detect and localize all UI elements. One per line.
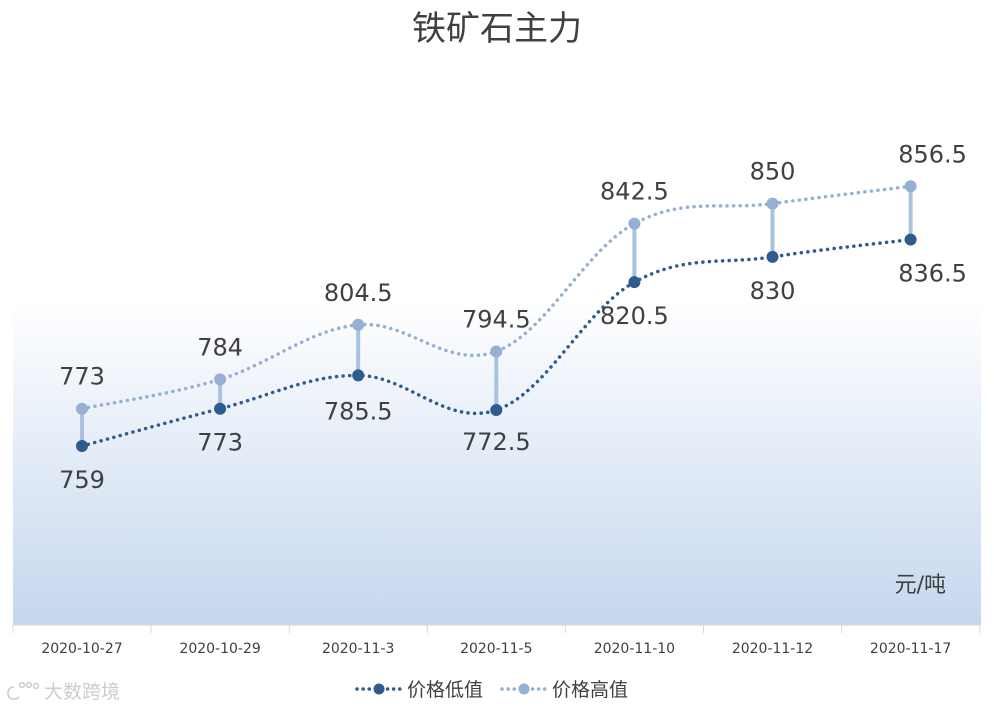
marker-low: [766, 250, 779, 263]
legend-item-low: 价格低值: [355, 679, 483, 701]
marker-high: [490, 345, 503, 358]
x-tick-label: 2020-11-3: [322, 641, 394, 657]
marker-high: [766, 197, 779, 210]
marker-high: [904, 180, 917, 193]
marker-low: [76, 440, 88, 452]
x-tick-label: 2020-11-12: [732, 641, 813, 657]
marker-high: [214, 373, 227, 386]
data-label-high: 856.5: [898, 140, 967, 168]
data-label-high: 850: [750, 158, 796, 186]
legend-high-marker: [518, 683, 530, 695]
data-label-low: 785.5: [324, 397, 393, 425]
watermark-logo-icon: [7, 681, 40, 700]
marker-low: [904, 233, 917, 246]
data-label-high: 804.5: [324, 279, 393, 307]
data-label-low: 759: [59, 466, 105, 494]
watermark: 大数跨境: [7, 681, 120, 703]
data-label-low: 772.5: [462, 428, 531, 456]
x-tick-label: 2020-11-17: [870, 641, 951, 657]
marker-low: [214, 402, 227, 415]
legend-high-label: 价格高值: [552, 679, 628, 701]
data-label-low: 773: [197, 429, 243, 457]
data-label-low: 836.5: [898, 260, 967, 288]
chart-title: 铁矿石主力: [412, 9, 582, 49]
x-tick-label: 2020-10-27: [41, 641, 122, 657]
marker-high: [76, 402, 88, 415]
legend-item-high: 价格高值: [500, 679, 628, 701]
marker-low: [628, 276, 641, 289]
watermark-text: 大数跨境: [44, 681, 120, 703]
high-low-lines: [80, 186, 913, 446]
marker-high: [628, 217, 641, 230]
data-label-high: 784: [197, 333, 243, 361]
marker-high: [352, 318, 365, 331]
data-labels: 773 784 804.5 794.5 842.5 850 856.5 759 773 785.5…: [59, 140, 967, 494]
data-label-high: 794.5: [462, 305, 531, 333]
data-label-high: 842.5: [600, 178, 669, 206]
x-tick-label: 2020-11-5: [460, 641, 532, 657]
legend-low-marker: [373, 683, 385, 695]
data-label-low: 830: [750, 277, 796, 305]
unit-label: 元/吨: [895, 573, 946, 598]
marker-low: [352, 369, 365, 382]
legend: 价格低值 价格高值: [355, 679, 628, 701]
marker-low: [490, 404, 503, 417]
data-label-high: 773: [59, 363, 105, 391]
legend-low-label: 价格低值: [407, 679, 483, 701]
data-label-low: 820.5: [600, 302, 669, 330]
x-axis-tick-labels: 2020-10-27 2020-10-29 2020-11-3 2020-11-5 20…: [41, 641, 951, 657]
x-tick-label: 2020-11-10: [594, 641, 675, 657]
series-markers: [76, 180, 917, 452]
x-tick-label: 2020-10-29: [179, 641, 260, 657]
x-axis-ticks: [12, 625, 981, 633]
